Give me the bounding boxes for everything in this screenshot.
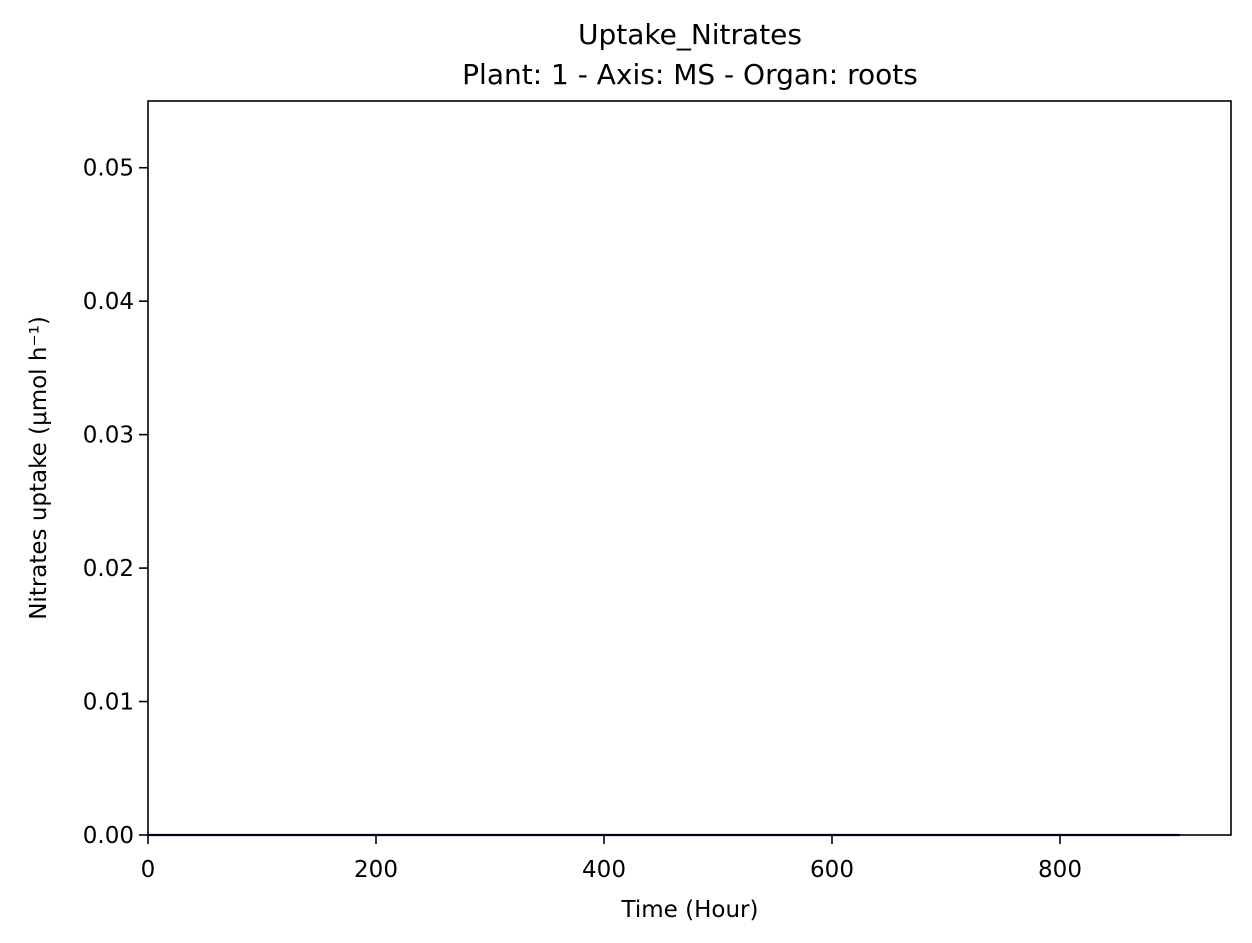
x-tick-label: 800 xyxy=(1038,857,1082,883)
y-tick-label: 0.03 xyxy=(83,423,134,449)
y-tick-label: 0.01 xyxy=(83,690,134,716)
plot-area xyxy=(147,100,1232,836)
y-tick-label: 0.00 xyxy=(83,823,134,849)
x-tick-label: 0 xyxy=(141,857,156,883)
chart-title: Uptake_Nitrates xyxy=(578,18,802,51)
x-tick-label: 400 xyxy=(582,857,626,883)
y-tick-label: 0.05 xyxy=(83,156,134,182)
x-tick-label: 200 xyxy=(354,857,398,883)
x-axis-ticks: 0 200 400 600 800 xyxy=(141,835,1082,883)
y-tick-label: 0.04 xyxy=(83,289,134,315)
y-axis-ticks: 0.00 0.01 0.02 0.03 0.04 0.05 xyxy=(83,156,148,849)
x-axis-label: Time (Hour) xyxy=(621,897,759,923)
y-tick-label: 0.02 xyxy=(83,556,134,582)
y-axis-label: Nitrates uptake (μmol h⁻¹) xyxy=(26,316,52,620)
chart-subtitle: Plant: 1 - Axis: MS - Organ: roots xyxy=(462,58,918,91)
x-tick-label: 600 xyxy=(810,857,854,883)
